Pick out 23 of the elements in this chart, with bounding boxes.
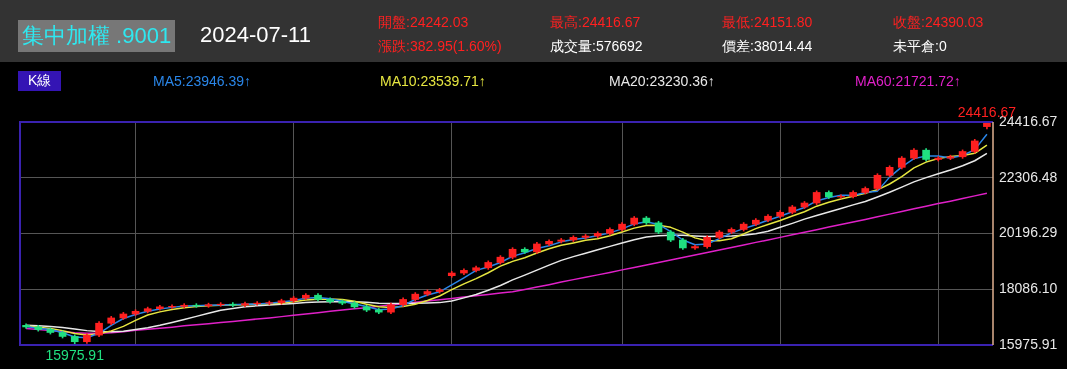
text: K線 bbox=[18, 71, 62, 91]
text: 最低:24151.80 bbox=[722, 14, 813, 32]
text: 收盤:24390.03 bbox=[893, 14, 984, 32]
text: 最高:24416.67 bbox=[550, 14, 641, 32]
y-tick-label: 15975.91 bbox=[999, 335, 1058, 352]
text: MA20:23230.36↑ bbox=[609, 73, 715, 89]
y-tick-label: 18086.10 bbox=[999, 280, 1058, 297]
text: MA60:21721.72↑ bbox=[855, 73, 961, 89]
text: 未平倉:0 bbox=[893, 38, 947, 56]
text: 開盤:24242.03 bbox=[378, 14, 469, 32]
chart-title: 集中加權 .9001 bbox=[18, 20, 176, 52]
annotation: 15975.91 bbox=[45, 346, 105, 363]
text: MA10:23539.71↑ bbox=[380, 73, 486, 89]
candlestick bbox=[143, 306, 152, 314]
text: 漲跌:382.95(1.60%) bbox=[378, 38, 502, 56]
text: 價差:38014.44 bbox=[722, 38, 813, 56]
chart-subtitle: 2024-07-11 bbox=[200, 22, 311, 48]
candlestick bbox=[472, 265, 480, 273]
text: 成交量:576692 bbox=[550, 38, 643, 56]
y-tick-label: 20196.29 bbox=[999, 224, 1058, 241]
text: MA5:23946.39↑ bbox=[153, 73, 252, 89]
y-tick-label: 22306.48 bbox=[999, 168, 1058, 185]
candlestick bbox=[180, 303, 189, 309]
